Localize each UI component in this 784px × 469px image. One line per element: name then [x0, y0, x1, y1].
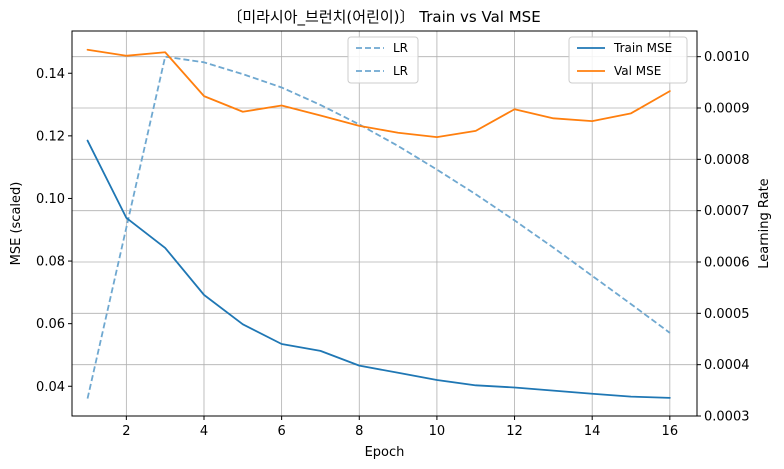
x-axis-label: Epoch: [365, 445, 405, 460]
y2-tick-label-3: 0.0006: [704, 256, 750, 271]
y-tick-label-4: 0.12: [36, 129, 65, 144]
y-tick-label-1: 0.06: [36, 317, 65, 332]
y-tick-label-2: 0.08: [36, 255, 65, 270]
y2-axis-label: Learning Rate: [757, 178, 772, 268]
legend-lr: LR LR: [347, 36, 419, 84]
y2-tick-label-1: 0.0004: [704, 358, 750, 373]
legend-lr-label-0: LR: [393, 41, 408, 55]
y-axis-label: MSE (scaled): [9, 182, 24, 266]
y-tick-label-5: 0.14: [36, 67, 65, 82]
series-line-val-mse: [86, 48, 671, 139]
x-tick-label-12: 12: [506, 424, 523, 439]
x-tick-label-16: 16: [662, 424, 679, 439]
x-tick-label-10: 10: [429, 424, 446, 439]
plot-frame: [71, 30, 698, 417]
grid: [72, 31, 697, 417]
series-line-train-mse: [86, 139, 671, 399]
x-tick-label-6: 6: [277, 424, 285, 439]
y-axis-ticks: 0.04 0.06 0.08 0.10 0.12 0.14: [36, 67, 72, 395]
x-axis-ticks: 2 4 6 8 10 12 14 16: [122, 416, 678, 439]
legend-mse-label-1: Val MSE: [614, 64, 661, 78]
x-tick-label-8: 8: [355, 424, 363, 439]
chart-title: 〔미라시아_브런치(어린이)〕 Train vs Val MSE: [227, 8, 540, 27]
x-tick-label-2: 2: [122, 424, 130, 439]
legend-mse-label-0: Train MSE: [613, 41, 672, 55]
y2-tick-label-2: 0.0005: [704, 307, 750, 322]
series-line-lr: [86, 55, 671, 399]
y2-tick-label-0: 0.0003: [704, 410, 750, 425]
y-tick-label-3: 0.10: [36, 192, 65, 207]
y2-axis-ticks: 0.0003 0.0004 0.0005 0.0006 0.0007 0.0008 0.00…: [697, 50, 750, 425]
x-tick-label-14: 14: [584, 424, 601, 439]
series-layer: [86, 48, 671, 399]
y2-tick-label-7: 0.0010: [704, 50, 750, 65]
y2-tick-label-5: 0.0008: [704, 153, 750, 168]
legend-lr-label-1: LR: [393, 64, 408, 78]
y-tick-label-0: 0.04: [36, 380, 65, 395]
y2-tick-label-6: 0.0009: [704, 102, 750, 117]
legend-mse: Train MSE Val MSE: [568, 36, 688, 84]
y2-tick-label-4: 0.0007: [704, 204, 750, 219]
x-tick-label-4: 4: [200, 424, 208, 439]
